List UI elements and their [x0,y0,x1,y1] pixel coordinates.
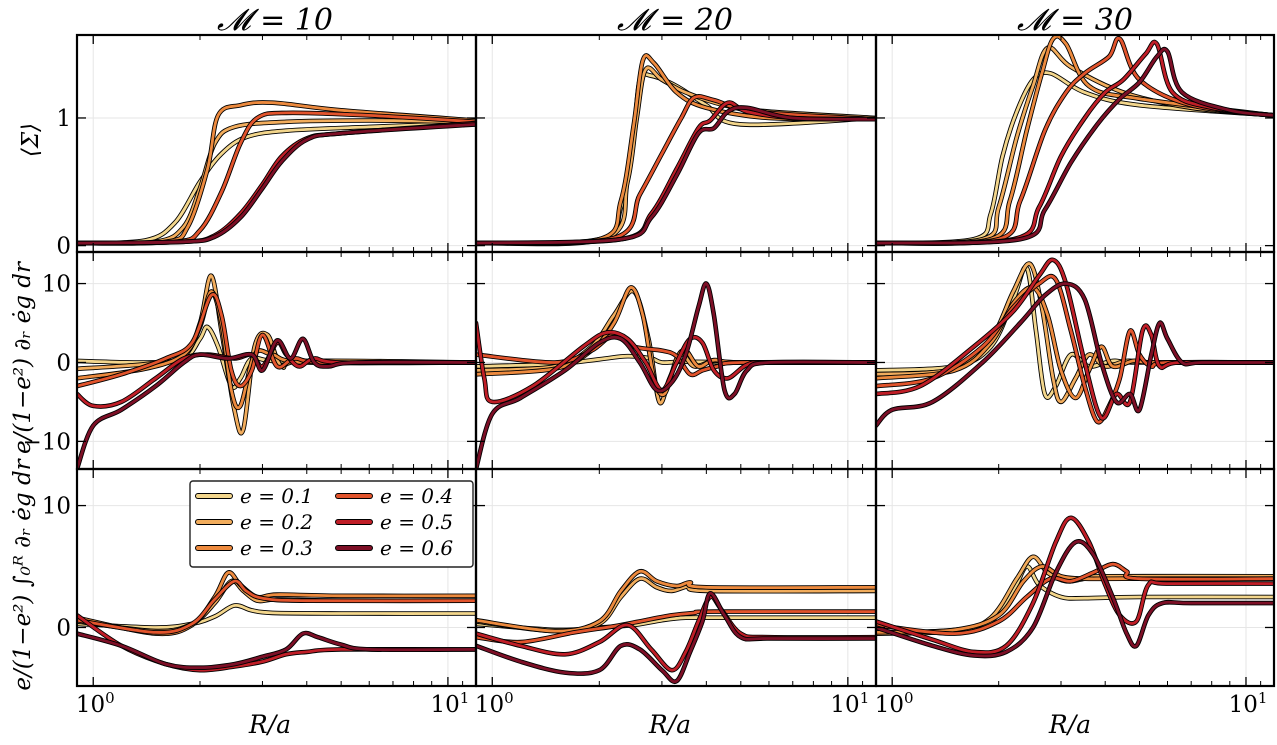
panel-frame [874,467,1276,688]
legend-label-e2: e = 0.2 [240,510,313,534]
y-tick-label: 0 [56,350,71,376]
x-label-col-1: R/a [648,710,691,739]
series-line-e5 [876,40,1274,245]
series-line-e2 [876,46,1274,245]
series-line-e1 [876,71,1274,245]
legend-label-e3: e = 0.3 [240,536,313,560]
panel-r1-c0: −10 0 10 [22,250,478,471]
column-title-2: 𝓜 = 30 [1017,3,1133,38]
panel-frame [474,33,878,254]
series-line-e5 [876,516,1274,654]
legend-box [189,480,474,568]
legend-label-e5: e = 0.5 [380,510,453,534]
y-tick-label: 10 [42,494,71,520]
series-line-e4 [476,610,876,644]
series-line-e4 [876,562,1274,636]
series-line-e1 [876,265,1274,399]
series-outline [77,120,476,246]
series-line-e6 [876,539,1274,658]
panel-frame [75,33,478,254]
panel-r0-c1 [474,33,878,254]
panel-r1-c1 [474,250,878,471]
series-outline [77,613,476,673]
series-line-e5 [476,595,876,672]
series-line-e1 [77,121,476,245]
panel-r2-c1: 100 101 [474,467,878,718]
x-tick-label: 101 [431,689,470,718]
series-line-e4 [77,293,476,388]
series-line-e5 [77,613,476,672]
series-line-e3 [876,35,1274,245]
series-line-e3 [476,569,876,633]
series-outline [77,603,476,630]
x-tick-label: 101 [830,689,869,718]
y-label-row-2: e/(1−e²) ∫₀ᴿ ∂ᵣ ėg dr [10,457,36,690]
y-tick-label: 10 [42,272,71,298]
panel-r1-c2 [874,250,1276,471]
panel-r0-c0: 01 [56,33,478,260]
series-line-e5 [876,258,1274,420]
series-line-e6 [476,591,876,684]
series-outline [876,46,1274,246]
series-line-e5 [77,121,476,245]
y-label-row-1: e/(1−e²) ∂ᵣ ėg dr [10,260,36,454]
y-label-row-0: ⟨Σ⟩ [18,123,44,157]
x-label-col-0: R/a [248,710,291,739]
column-title-0: 𝓜 = 10 [217,3,333,38]
series-outline [476,568,876,634]
series-line-e6 [476,282,876,469]
series-line-e6 [77,337,476,469]
series-line-e3 [876,285,1274,400]
panel-r0-c2 [874,33,1276,254]
x-tick-label: 100 [875,689,914,718]
panel-r2-c2: 100 101 [874,467,1276,718]
series-line-e6 [77,123,476,245]
panel-frame [474,467,878,688]
series-line-e3 [77,290,476,410]
x-tick-label: 100 [475,689,514,718]
legend: e = 0.1e = 0.2e = 0.3 e = 0.4e = 0.5e = 0… [189,480,474,568]
series-outline [77,578,476,634]
series-line-e4 [876,36,1274,245]
series-line-e4 [77,579,476,634]
x-label-col-2: R/a [1048,710,1091,739]
series-line-e3 [876,565,1274,634]
legend-label-e4: e = 0.4 [380,484,453,508]
y-tick-label: 1 [56,106,71,132]
series-line-e6 [77,631,476,670]
series-outline [876,45,1274,246]
x-tick-label: 101 [1229,689,1268,718]
legend-label-e1: e = 0.1 [240,484,313,508]
series-outline [77,122,476,246]
column-title-1: 𝓜 = 20 [617,3,733,38]
x-tick-label: 100 [76,689,115,718]
series-line-e1 [77,603,476,629]
series-outline [77,120,476,246]
series-line-e2 [77,579,476,633]
series-line-e6 [876,282,1274,427]
series-outline [476,71,876,246]
series-line-e6 [476,106,876,245]
series-outline [876,39,1274,246]
y-tick-label: 0 [56,234,71,260]
series-outline [476,594,876,673]
legend-label-e6: e = 0.6 [380,536,453,560]
series-outline [77,118,476,246]
y-tick-label: 0 [56,615,71,641]
series-line-e1 [476,72,876,245]
series-line-e6 [876,47,1274,245]
series-line-e3 [476,54,876,245]
series-line-e2 [77,119,476,245]
y-tick-label: −10 [22,429,71,455]
